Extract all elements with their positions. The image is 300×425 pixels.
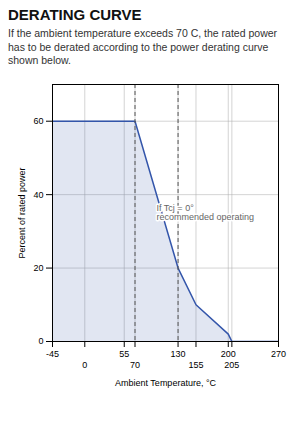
svg-text:40: 40 (33, 189, 43, 199)
svg-text:0: 0 (82, 360, 87, 370)
svg-text:205: 205 (224, 360, 239, 370)
svg-text:Ambient Temperature, °C: Ambient Temperature, °C (115, 377, 216, 387)
html-text:DERATING CURVE: DERATING CURVE (8, 6, 142, 23)
svg-text:60: 60 (33, 116, 43, 126)
svg-text:130: 130 (171, 349, 186, 359)
svg-text:70: 70 (130, 360, 140, 370)
svg-text:0: 0 (38, 336, 43, 346)
svg-text:Percent of rated power: Percent of rated power (17, 167, 27, 258)
svg-text:270: 270 (271, 349, 286, 359)
svg-text:55: 55 (119, 349, 129, 359)
svg-text:20: 20 (33, 263, 43, 273)
svg-text:200: 200 (221, 349, 236, 359)
html-text:If the ambient temperature exc: If the ambient temperature exceeds 70 C,… (8, 27, 278, 67)
svg-text:155: 155 (188, 360, 203, 370)
svg-text:If Tcj = 0°recommended operati: If Tcj = 0°recommended operating (157, 203, 255, 222)
svg-text:-45: -45 (46, 349, 59, 359)
